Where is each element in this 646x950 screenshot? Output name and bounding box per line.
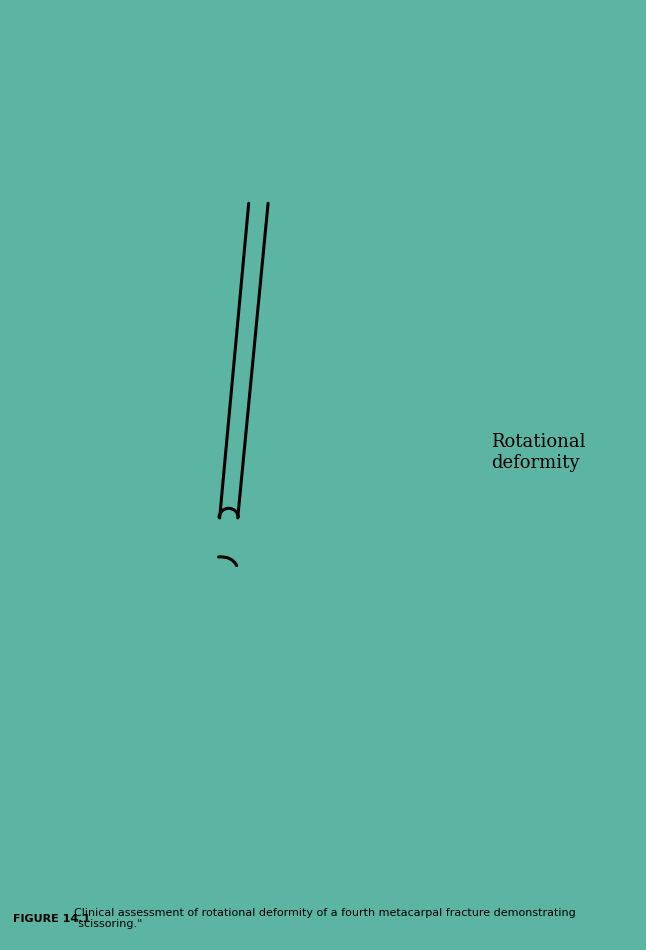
Text: Clinical assessment of rotational deformity of a fourth metacarpal fracture demo: Clinical assessment of rotational deform…: [74, 908, 576, 929]
Text: FIGURE 14.1: FIGURE 14.1: [13, 914, 90, 923]
Text: Rotational
deformity: Rotational deformity: [491, 433, 585, 472]
FancyArrowPatch shape: [218, 557, 236, 565]
